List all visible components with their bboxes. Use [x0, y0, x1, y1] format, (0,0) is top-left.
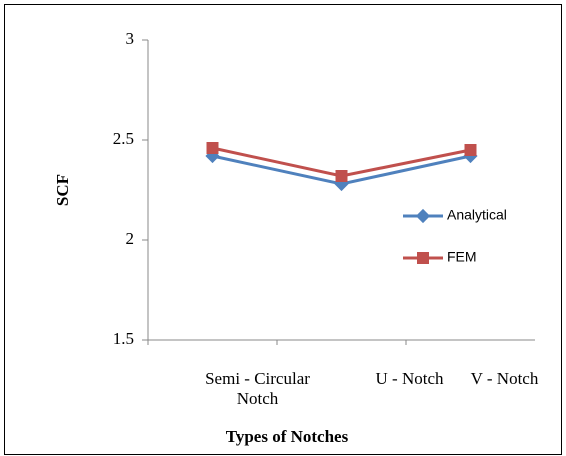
legend-label: FEM	[447, 249, 477, 265]
marker	[206, 142, 219, 154]
y-tick-label: 2.5	[113, 129, 134, 148]
legend-marker	[417, 252, 429, 264]
legend-label: Analytical	[447, 207, 507, 223]
x-tick-label: U - Notch	[376, 369, 444, 388]
x-tick-label: V - Notch	[471, 369, 539, 388]
marker	[464, 144, 477, 156]
y-tick-label: 3	[126, 29, 135, 48]
legend-marker	[415, 208, 431, 224]
y-axis-label: SCF	[53, 174, 72, 206]
x-axis-label: Types of Notches	[226, 427, 349, 446]
y-tick-label: 2	[126, 229, 135, 248]
marker	[335, 170, 348, 182]
x-tick-label: Semi - Circular Notch	[205, 369, 310, 408]
chart-border	[4, 4, 562, 455]
y-tick-label: 1.5	[113, 329, 134, 348]
